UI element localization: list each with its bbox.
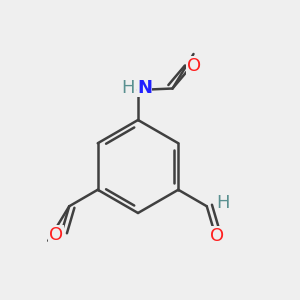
Text: H: H [217, 194, 230, 212]
Text: O: O [187, 57, 202, 75]
Text: O: O [210, 227, 224, 245]
Text: O: O [49, 226, 63, 244]
Text: H: H [122, 79, 135, 97]
Text: N: N [137, 79, 152, 97]
